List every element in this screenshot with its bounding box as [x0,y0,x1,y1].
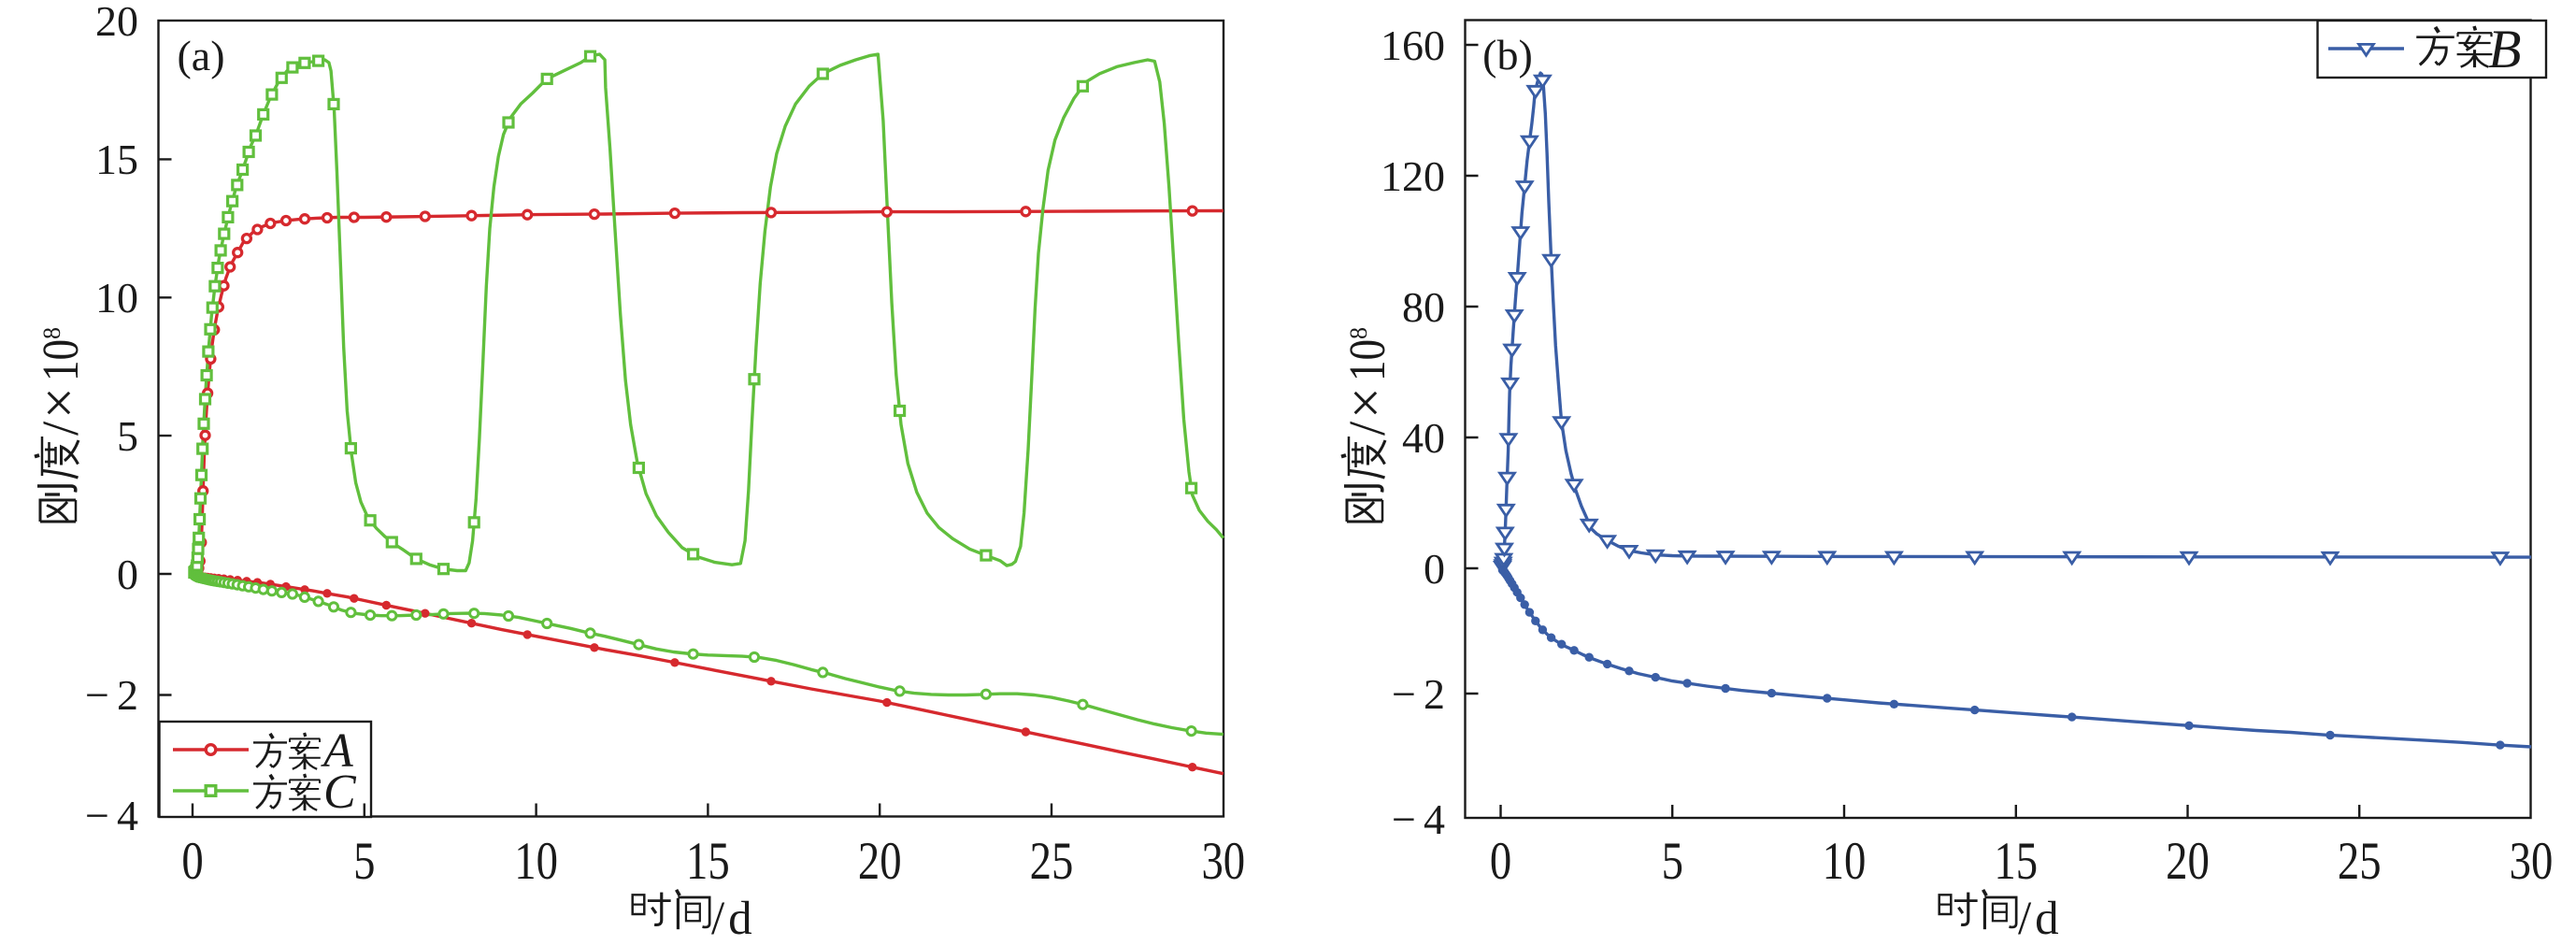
svg-text:(a): (a) [177,32,224,79]
svg-text:/: / [1338,421,1395,436]
svg-text:0: 0 [117,551,138,598]
svg-text:20: 20 [95,0,138,45]
svg-text:80: 80 [1402,283,1445,331]
svg-text:8: 8 [1345,327,1372,339]
svg-text:−4: −4 [85,792,146,839]
svg-text:10: 10 [514,833,558,891]
svg-text:C: C [323,766,357,819]
svg-text:15: 15 [1994,833,2038,891]
svg-text:30: 30 [2510,833,2554,891]
svg-text:0: 0 [1490,833,1511,891]
svg-text:10: 10 [32,339,89,381]
svg-text:10: 10 [95,274,138,322]
svg-text:8: 8 [38,327,65,339]
svg-text:−2: −2 [1392,670,1453,718]
svg-text:×: × [1335,387,1396,419]
svg-text:(b): (b) [1482,31,1533,79]
svg-text:0: 0 [1424,545,1445,593]
svg-text:5: 5 [1662,833,1683,891]
svg-text:/: / [32,421,89,436]
svg-text:−2: −2 [85,671,146,719]
svg-text:30: 30 [1201,833,1245,891]
svg-text:25: 25 [1030,833,1074,891]
svg-text:5: 5 [353,833,375,891]
svg-text:/d: /d [2018,893,2063,940]
svg-text:×: × [28,387,90,419]
svg-text:160: 160 [1381,21,1445,69]
svg-text:25: 25 [2338,833,2382,891]
svg-text:20: 20 [2166,833,2210,891]
svg-text:15: 15 [95,136,138,183]
svg-text:A: A [321,724,353,778]
svg-text:/d: /d [711,893,756,940]
svg-text:B: B [2488,19,2521,79]
svg-text:0: 0 [181,833,203,891]
svg-text:5: 5 [117,412,138,460]
svg-text:20: 20 [858,833,902,891]
svg-text:10: 10 [1823,833,1867,891]
svg-text:40: 40 [1402,414,1445,462]
svg-text:120: 120 [1381,152,1445,200]
svg-text:10: 10 [1338,339,1395,381]
svg-text:−4: −4 [1392,795,1453,843]
svg-text:15: 15 [686,833,730,891]
